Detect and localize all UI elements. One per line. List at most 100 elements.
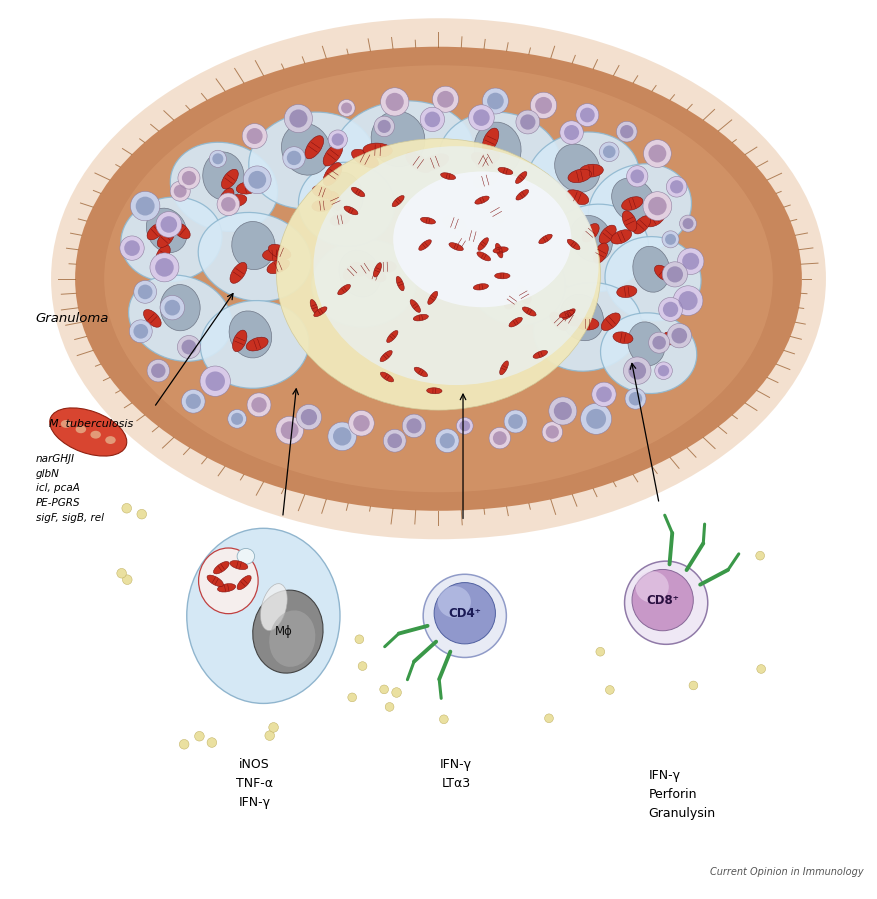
Ellipse shape <box>325 172 363 218</box>
Ellipse shape <box>438 586 471 618</box>
Ellipse shape <box>582 224 599 242</box>
Ellipse shape <box>333 427 352 446</box>
Ellipse shape <box>313 147 599 385</box>
Ellipse shape <box>674 286 702 316</box>
Ellipse shape <box>117 568 126 578</box>
Ellipse shape <box>381 88 409 116</box>
Text: iNOS
TNF-α
IFN-γ: iNOS TNF-α IFN-γ <box>236 758 273 809</box>
Ellipse shape <box>517 286 531 304</box>
Text: IFN-γ
LTα3: IFN-γ LTα3 <box>440 758 472 789</box>
Ellipse shape <box>473 110 489 126</box>
Ellipse shape <box>460 229 485 244</box>
Ellipse shape <box>560 310 574 317</box>
Ellipse shape <box>474 196 489 204</box>
Ellipse shape <box>545 714 553 723</box>
Ellipse shape <box>554 144 600 192</box>
Ellipse shape <box>180 740 189 749</box>
Ellipse shape <box>603 146 616 158</box>
Ellipse shape <box>170 182 190 201</box>
Ellipse shape <box>396 276 404 290</box>
Ellipse shape <box>138 285 153 299</box>
Ellipse shape <box>649 332 670 353</box>
Ellipse shape <box>627 165 648 187</box>
Ellipse shape <box>509 317 523 327</box>
Ellipse shape <box>151 363 166 378</box>
Ellipse shape <box>265 731 275 741</box>
Ellipse shape <box>504 410 527 433</box>
Ellipse shape <box>757 664 766 673</box>
Ellipse shape <box>378 120 391 133</box>
Ellipse shape <box>622 210 637 231</box>
Ellipse shape <box>156 211 182 237</box>
Ellipse shape <box>473 174 498 188</box>
Ellipse shape <box>311 239 417 327</box>
Ellipse shape <box>182 171 196 185</box>
Ellipse shape <box>137 510 146 519</box>
Ellipse shape <box>460 421 470 432</box>
Ellipse shape <box>526 132 639 224</box>
Ellipse shape <box>330 214 350 226</box>
Ellipse shape <box>210 150 226 167</box>
Ellipse shape <box>358 662 367 671</box>
Ellipse shape <box>371 111 424 166</box>
Ellipse shape <box>446 193 493 245</box>
Ellipse shape <box>374 263 381 277</box>
Ellipse shape <box>450 236 472 253</box>
Ellipse shape <box>355 635 364 644</box>
Ellipse shape <box>365 268 386 282</box>
Ellipse shape <box>312 200 332 211</box>
Ellipse shape <box>90 431 101 439</box>
Ellipse shape <box>631 170 644 183</box>
Ellipse shape <box>471 152 495 169</box>
Ellipse shape <box>436 429 459 452</box>
Ellipse shape <box>305 136 324 159</box>
Ellipse shape <box>496 244 503 258</box>
Text: CD4⁺: CD4⁺ <box>448 607 481 619</box>
Ellipse shape <box>150 253 179 282</box>
Ellipse shape <box>667 324 691 348</box>
Ellipse shape <box>663 332 682 344</box>
Ellipse shape <box>229 311 272 358</box>
Ellipse shape <box>613 332 633 343</box>
Ellipse shape <box>198 548 258 614</box>
Ellipse shape <box>576 103 599 127</box>
Ellipse shape <box>440 173 455 180</box>
Ellipse shape <box>383 430 406 452</box>
Ellipse shape <box>571 216 612 262</box>
Ellipse shape <box>495 273 510 279</box>
Ellipse shape <box>553 402 572 420</box>
Ellipse shape <box>260 583 288 630</box>
Ellipse shape <box>374 116 395 137</box>
Ellipse shape <box>476 151 500 168</box>
Ellipse shape <box>393 172 572 307</box>
Ellipse shape <box>200 366 231 396</box>
Ellipse shape <box>624 561 708 645</box>
Ellipse shape <box>662 231 679 248</box>
Ellipse shape <box>160 216 177 233</box>
Ellipse shape <box>420 107 445 131</box>
Ellipse shape <box>147 223 165 240</box>
Ellipse shape <box>131 191 160 221</box>
Ellipse shape <box>310 299 318 314</box>
Ellipse shape <box>252 397 267 413</box>
Ellipse shape <box>550 312 568 330</box>
Ellipse shape <box>596 387 612 402</box>
Ellipse shape <box>504 291 519 309</box>
Ellipse shape <box>105 436 116 444</box>
Ellipse shape <box>136 197 154 216</box>
Ellipse shape <box>201 300 309 388</box>
Ellipse shape <box>343 263 361 280</box>
Ellipse shape <box>682 253 699 270</box>
Ellipse shape <box>456 417 473 434</box>
Ellipse shape <box>652 336 666 350</box>
Ellipse shape <box>437 91 454 108</box>
Ellipse shape <box>160 285 200 331</box>
Ellipse shape <box>670 180 683 193</box>
Text: IFN-γ
Perforin
Granulysin: IFN-γ Perforin Granulysin <box>649 770 716 820</box>
Ellipse shape <box>338 100 355 117</box>
Ellipse shape <box>353 415 370 432</box>
Ellipse shape <box>182 340 196 354</box>
Ellipse shape <box>413 315 428 321</box>
Ellipse shape <box>268 245 291 259</box>
Ellipse shape <box>468 105 495 130</box>
